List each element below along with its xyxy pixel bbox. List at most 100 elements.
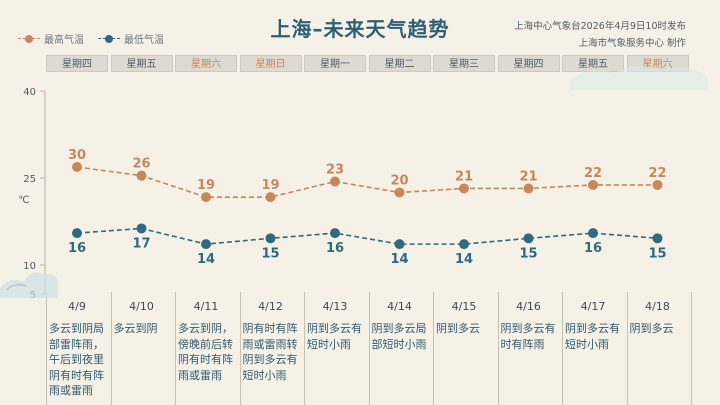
high-temp-label: 20 [390, 174, 408, 189]
low-temp-label: 15 [261, 246, 279, 261]
legend-high: 最高气温 [18, 31, 84, 46]
column-separator [304, 292, 305, 405]
weather-description: 多云到阴局 部雷阵雨， 午后到夜里 阴有时有阵 雨或雷雨 [49, 321, 104, 399]
weather-description-line: 阴有时有阵 [49, 368, 104, 382]
column-separator [562, 292, 563, 405]
low-temp-point [459, 239, 469, 250]
high-temp-point [72, 161, 82, 172]
cloud-decoration-icon [0, 272, 58, 298]
y-tick-label: 40 [23, 87, 36, 98]
weekday-tabs: 星期四 星期五 星期六 星期日 星期一 星期二 星期三 星期四 星期五 星期六 [0, 55, 720, 75]
date-label: 4/18 [645, 300, 670, 313]
weather-description-line: 时有阵雨 [500, 337, 545, 351]
column-separator [626, 292, 628, 405]
legend: 最高气温 最低气温 [18, 31, 164, 46]
source-info: 上海中心气象台2026年4月9日10时发布 上海市气象服务中心 制作 [514, 18, 686, 52]
weather-description-line: 多云到阴 [113, 322, 158, 335]
weather-description: 阴到多云 [630, 321, 674, 337]
weather-description-line: 傍晚前后转 [178, 337, 233, 351]
low-temp-point [394, 239, 405, 250]
weather-description: 阴有时有阵雨或雷雨转阴到多云有短时小雨 [243, 321, 298, 383]
weekday-tab: 星期二 [368, 55, 431, 72]
low-temp-label: 16 [68, 241, 86, 256]
weather-description-line: 阴到多云 [629, 322, 674, 335]
weather-description-line: 阴到多云局 [371, 322, 427, 335]
source-line-1: 上海中心气象台2026年4月9日10时发布 [514, 21, 686, 32]
date-label: 4/17 [580, 300, 606, 313]
high-temp-label: 19 [197, 178, 215, 193]
weekday-tab: 星期日 [239, 55, 302, 72]
high-temp-label: 30 [68, 148, 86, 163]
weather-description-line: 阴有时有阵 [178, 353, 233, 366]
weather-description-line: 阴到多云 [436, 322, 480, 335]
high-temp-line [76, 166, 658, 198]
high-temp-point [652, 179, 663, 190]
high-temp-point [136, 170, 147, 181]
low-temp-label: 16 [584, 241, 602, 256]
high-temp-point [523, 183, 534, 194]
weather-description: 阴到多云有 时有阵雨 [501, 321, 556, 352]
high-temp-point [201, 192, 211, 203]
weather-description: 多云到阴， 傍晚前后转阴有时有阵雨或雷雨 [178, 321, 233, 383]
y-tick-label: 25 [23, 174, 36, 185]
weather-description-line: 部短时小雨 [371, 337, 427, 351]
high-temp-label: 23 [326, 162, 344, 177]
weather-description-line: 午后到夜里 [49, 353, 104, 366]
weather-description: 阴到多云 [436, 321, 480, 337]
high-temp-label: 22 [648, 166, 666, 181]
column-separator [110, 292, 112, 405]
high-temp-point [588, 179, 598, 190]
weekday-tab: 星期三 [433, 55, 495, 72]
weather-description-line: 阴到多云有 [500, 322, 556, 335]
weather-description-line: 短时小雨 [242, 368, 287, 382]
low-temp-point [330, 228, 340, 239]
high-temp-label: 19 [261, 178, 279, 193]
date-label: 4/16 [516, 300, 541, 313]
low-temp-point [136, 223, 147, 234]
date-label: 4/9 [68, 300, 86, 313]
high-temp-point [394, 187, 405, 198]
y-unit-label: ℃ [18, 195, 29, 206]
low-temp-label: 14 [197, 252, 215, 267]
low-temp-label: 16 [326, 241, 344, 256]
weekday-tab: 星期四 [46, 55, 108, 72]
low-temp-label: 17 [132, 236, 150, 251]
low-temp-point [588, 228, 598, 239]
low-temp-point [201, 239, 211, 250]
legend-low: 最低气温 [98, 31, 164, 46]
weather-description-line: 短时小雨 [307, 337, 351, 351]
high-temp-label: 21 [519, 169, 537, 184]
weather-description: 阴到多云有 短时小雨 [307, 321, 362, 352]
weather-description-line: 阴有时有阵 [242, 322, 298, 335]
legend-high-swatch [18, 34, 40, 44]
low-temp-line [76, 227, 658, 245]
weather-description-line: 雨或雷雨 [49, 384, 93, 397]
weather-description-line: 阴到多云有 [242, 353, 298, 366]
high-temp-label: 21 [455, 169, 473, 184]
cloud-decoration-top-icon [570, 65, 708, 90]
low-temp-label: 14 [390, 252, 408, 267]
high-temp-label: 26 [132, 157, 150, 172]
weather-description: 多云到阴 [114, 321, 158, 337]
weather-description: 阴到多云局部短时小雨 [372, 321, 427, 352]
column-separator [175, 292, 176, 405]
weather-description-line: 多云到阴局 [49, 322, 104, 335]
column-separator [368, 292, 370, 405]
high-temp-point [459, 183, 469, 194]
weekday-tab: 星期六 [175, 55, 237, 72]
low-temp-label: 15 [648, 246, 666, 261]
source-line-2: 上海市气象服务中心 制作 [578, 38, 686, 49]
weather-description-line: 雨或雷雨 [178, 368, 222, 382]
high-temp-label: 22 [584, 166, 602, 181]
y-tick-label: 10 [23, 261, 36, 272]
weather-description-line: 多云到阴， [178, 322, 233, 335]
weather-description-line: 雨或雷雨转 [242, 337, 298, 351]
column-separator [239, 292, 241, 405]
date-label: 4/14 [387, 300, 412, 313]
column-separator [497, 292, 499, 405]
date-label: 4/12 [258, 300, 283, 313]
legend-low-label: 最低气温 [124, 35, 164, 46]
column-separator [433, 292, 434, 405]
high-temp-point [330, 176, 340, 187]
